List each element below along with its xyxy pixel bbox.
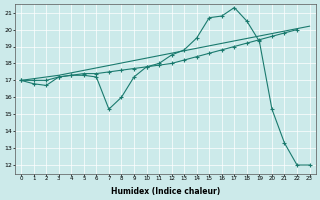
X-axis label: Humidex (Indice chaleur): Humidex (Indice chaleur) [111,187,220,196]
